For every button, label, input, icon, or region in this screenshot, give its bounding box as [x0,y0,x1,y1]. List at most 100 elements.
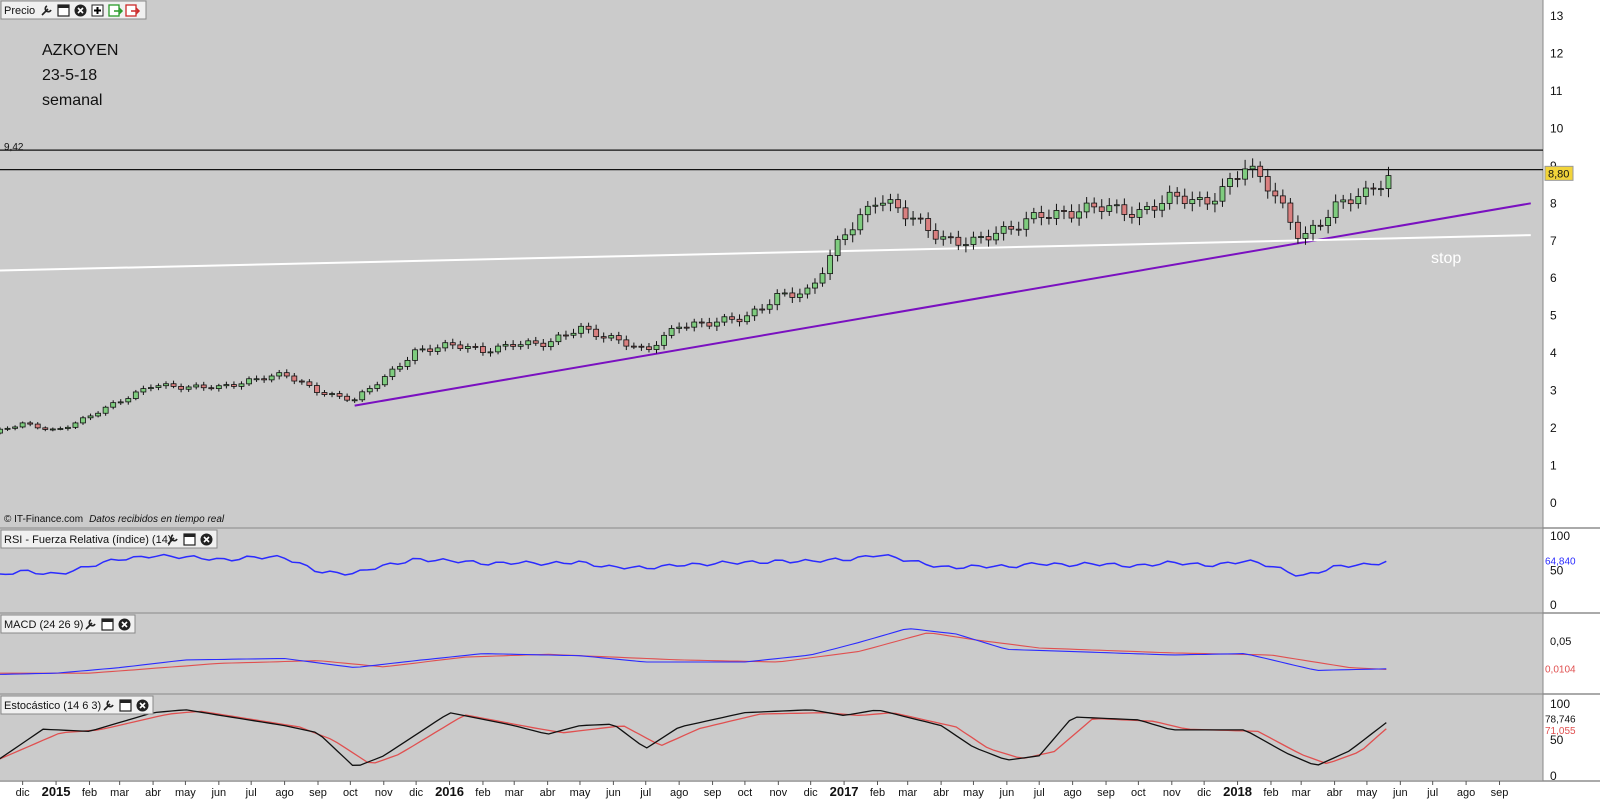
up-candle [766,304,773,310]
down-candle [200,384,207,389]
x-axis-label: sep [704,787,722,799]
x-axis-label: dic [1197,787,1212,799]
wrench-icon[interactable] [41,5,52,16]
price-panel[interactable] [0,0,1543,527]
up-candle [1144,206,1150,210]
window-bar [184,534,195,537]
window-icon[interactable] [119,699,132,712]
x-axis-label: sep [1097,787,1115,799]
down-candle [1279,195,1286,204]
down-candle [698,321,705,324]
up-candle [963,244,969,246]
x-axis-label: jun [210,787,226,799]
down-candle [1264,176,1271,192]
down-candle [925,218,932,231]
down-candle [1347,199,1354,205]
up-candle [215,385,222,389]
rsi-title: RSI - Fuerza Relativa (índice) (14) [4,534,172,546]
up-candle [993,232,999,241]
rsi-panel[interactable] [0,529,1543,612]
down-candle [480,346,486,353]
down-candle [283,372,290,377]
window-icon[interactable] [57,4,70,17]
macd-panel[interactable] [0,614,1543,693]
down-candle [1272,190,1279,197]
stoch-y-tick: 0 [1550,769,1557,783]
down-candle [638,345,645,348]
down-candle [947,236,954,239]
stoch-y-tick: 100 [1550,697,1570,711]
x-axis-label: ago [275,787,293,799]
price-y-tick: 12 [1550,46,1564,60]
stoch-d-last-value: 71,055 [1545,726,1576,737]
stop-trendline [0,234,1531,272]
window-icon[interactable] [183,533,196,546]
up-candle [102,406,109,414]
x-axis-label: sep [1491,787,1509,799]
up-candle [397,366,403,370]
macd-title: MACD (24 26 9) [4,619,83,631]
close-icon[interactable] [200,533,213,546]
down-candle [1068,211,1075,219]
rsi-title-bar: RSI - Fuerza Relativa (índice) (14) [0,529,218,549]
wrench-icon[interactable] [85,619,96,630]
down-candle [759,308,766,311]
macd-y-tick: 0,05 [1550,636,1571,648]
up-candle [1249,165,1256,170]
up-candle [366,388,373,393]
up-candle [744,315,750,323]
window-bar [102,619,113,622]
up-candle [253,378,260,381]
price-title-bar: Precio [0,0,147,20]
down-candle [1370,187,1377,190]
x-axis-label: abr [1327,787,1343,799]
delete-icon[interactable] [125,4,141,17]
down-candle [1038,212,1045,218]
price-y-tick: 2 [1550,421,1557,435]
up-candle [691,321,698,328]
price-y-tick: 8 [1550,196,1557,210]
x-axis-label: dic [409,787,424,799]
up-candle [1083,202,1090,213]
down-candle [1151,206,1158,211]
up-candle [419,348,426,351]
up-candle [827,255,833,275]
down-candle [1046,217,1052,219]
x-axis-label: feb [475,787,490,799]
x-axis-label: feb [870,787,885,799]
up-candle [842,234,849,240]
down-candle [314,385,320,393]
up-candle [95,412,101,417]
up-candle [268,375,275,381]
close-icon[interactable] [74,4,87,17]
down-candle [1287,202,1294,223]
x-axis-label: jul [639,787,651,799]
add-icon[interactable] [91,4,104,17]
x-axis-label: mar [898,787,917,799]
x-axis-label: feb [1263,787,1278,799]
close-icon[interactable] [136,699,149,712]
down-candle [902,207,909,220]
stochastic-panel[interactable] [0,695,1543,780]
period-annotation: semanal [42,92,102,109]
down-candle [42,427,49,430]
down-candle [1234,178,1241,180]
x-axis: dic 2015 feb mar abr may jun jul ago sep oct nov dic… [16,781,1509,799]
x-axis-label: mar [505,787,524,799]
down-candle [1015,228,1022,231]
x-axis-label: 2016 [435,784,464,799]
wrench-icon[interactable] [103,700,114,711]
x-axis-label: ago [670,787,688,799]
up-candle [819,273,826,284]
window-icon[interactable] [101,618,114,631]
window-bar [58,5,69,8]
wrench-icon[interactable] [167,534,178,545]
up-candle [404,359,411,367]
close-icon[interactable] [118,618,131,631]
up-candle [12,426,18,429]
stoch-d-line [0,710,1387,765]
up-candle [1242,168,1249,180]
up-candle [1136,209,1143,218]
down-candle [955,236,962,246]
export-icon[interactable] [108,4,124,17]
